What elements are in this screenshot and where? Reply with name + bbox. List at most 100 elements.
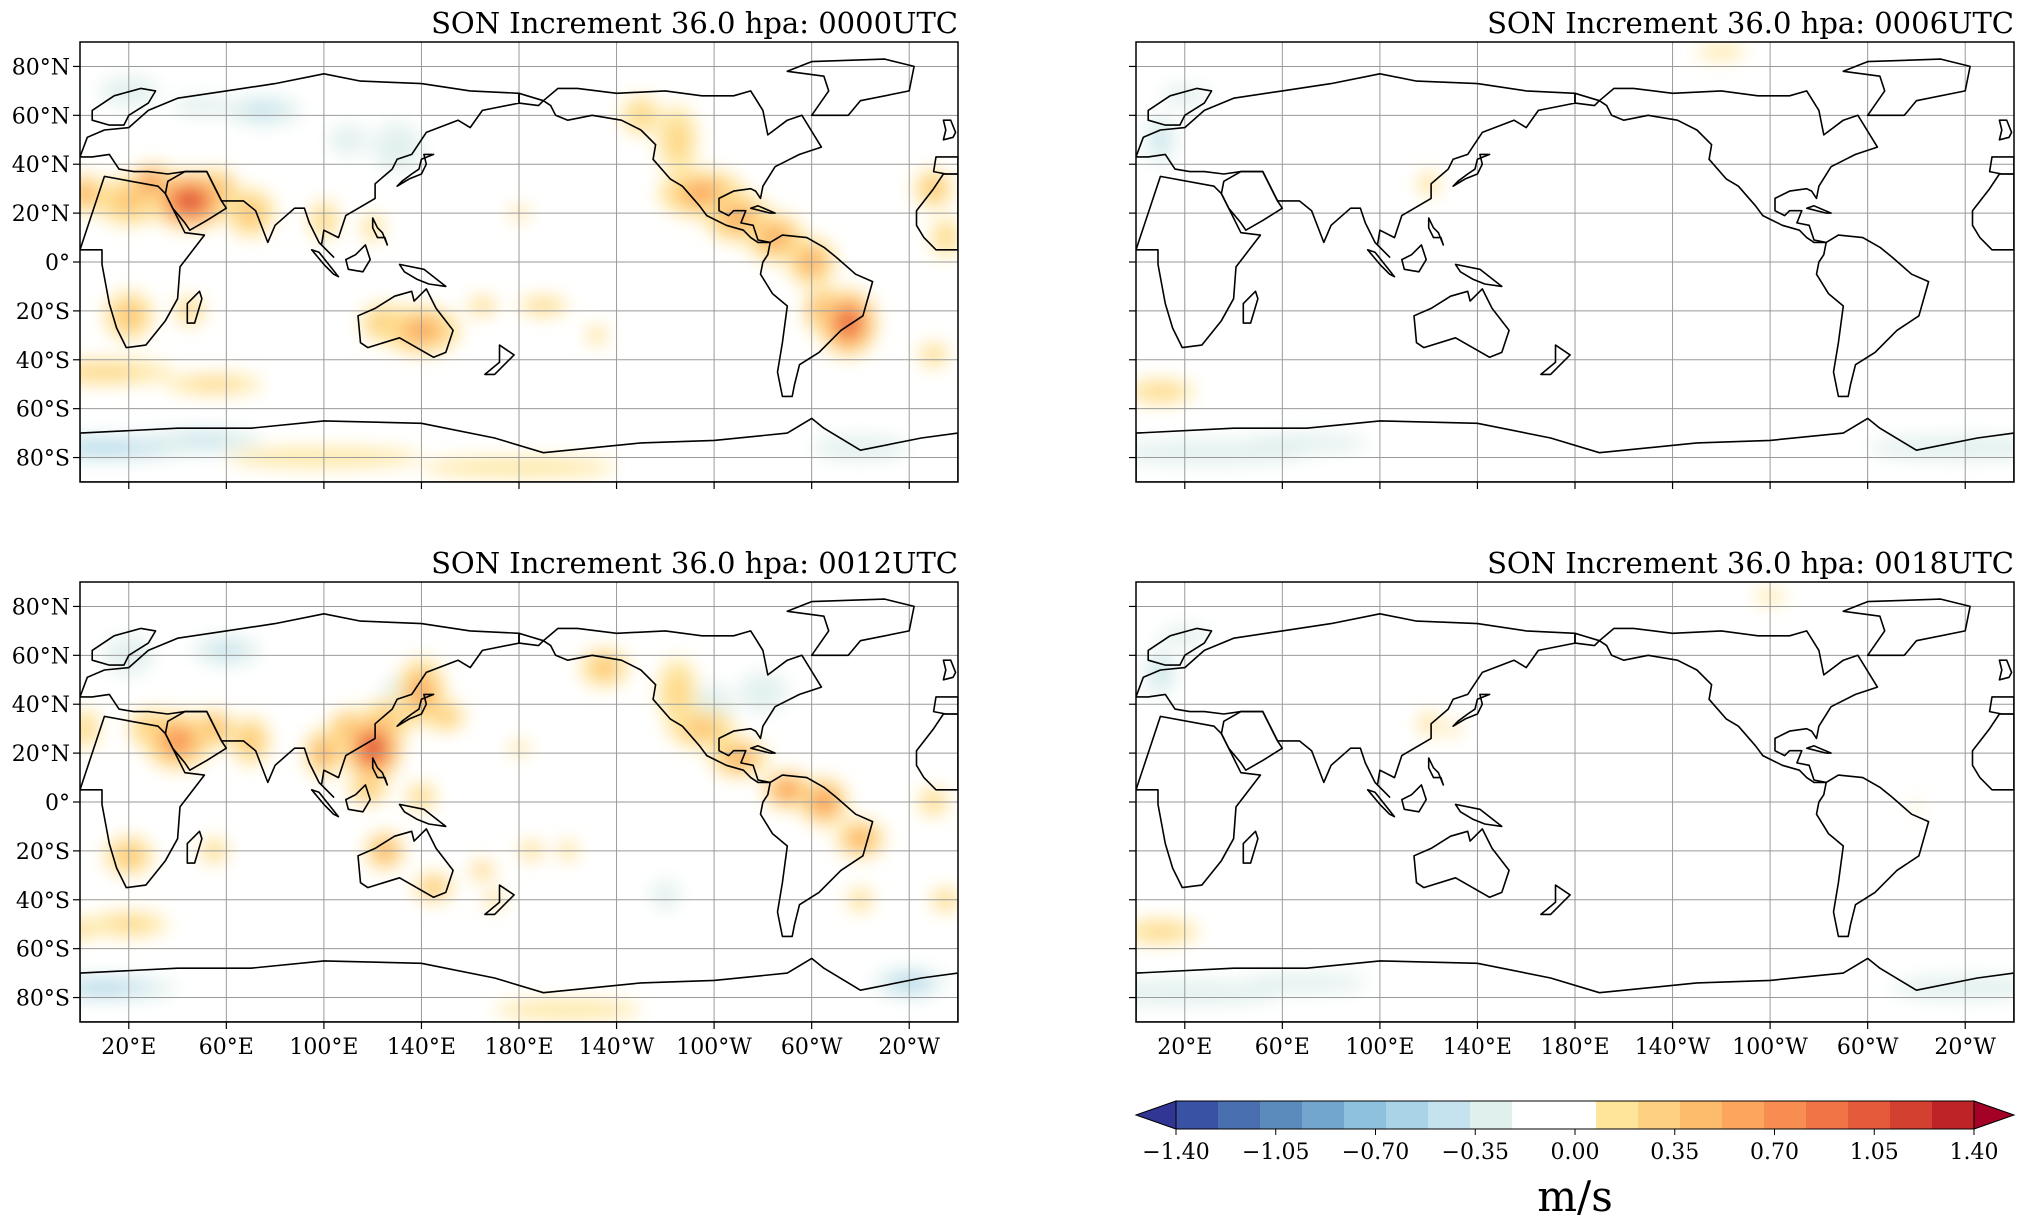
coastline [932, 696, 958, 715]
lat-tick-label: 20°N [12, 742, 70, 767]
anomaly-contour [1914, 804, 1919, 810]
lon-tick-label: 60°W [1837, 1035, 1899, 1060]
colorbar-extend-high [1973, 1100, 2016, 1130]
coastline [484, 884, 515, 916]
coastline [1427, 757, 1445, 786]
axis-ticks [1129, 65, 1966, 489]
lon-tick-label: 140°E [1443, 1035, 1512, 1060]
lat-tick-label: 80°S [16, 987, 70, 1012]
colorbar-cell [1302, 1101, 1345, 1129]
coastline [1136, 715, 1262, 889]
anomaly-contour [189, 379, 239, 390]
lat-tick-label: 40°S [16, 889, 70, 914]
lon-tick-label: 140°W [579, 1035, 655, 1060]
coastline [186, 830, 203, 864]
anomaly-contour [650, 880, 680, 910]
coastline [518, 632, 545, 647]
anomaly-contour [592, 330, 602, 341]
colorbar-cell [1554, 1101, 1597, 1129]
coastline [1815, 774, 1930, 938]
colorbar-tick-label: 1.40 [1950, 1140, 1999, 1165]
panel-title: SON Increment 36.0 hpa: 0000UTC [431, 6, 958, 40]
map-panel-0012utc: 80°N 60°N 40°N 20°N 0° 20°S 40°S 60°S 80°S 20°E 60… [12, 546, 959, 1060]
coastline [1136, 417, 2014, 482]
lat-tick-label: 0° [45, 251, 70, 276]
anomaly-contour [854, 833, 867, 844]
lat-tick-label: 0° [45, 791, 70, 816]
coastline [164, 710, 228, 771]
colorbar-tick-label: −0.70 [1342, 1140, 1409, 1165]
anomaly-contour [1140, 925, 1180, 938]
anomaly-contour [531, 301, 556, 311]
lon-tick-label: 20°W [1934, 1035, 1996, 1060]
lat-tick-label: 20°N [12, 202, 70, 227]
coastline [1805, 745, 1832, 754]
anomaly-contour [184, 197, 195, 205]
coastline [1574, 92, 1601, 107]
coastline [786, 598, 915, 657]
coastline [1136, 73, 1576, 258]
lat-tick-label: 60°N [12, 644, 70, 669]
lon-tick-label: 180°E [1540, 1035, 1609, 1060]
colorbar-cell [1764, 1101, 1807, 1129]
anomaly-contour [1696, 44, 1746, 60]
coastline [1815, 234, 1930, 398]
anomaly-contour [690, 722, 714, 736]
coastline [1988, 156, 2014, 175]
colorbar-cell [1680, 1101, 1723, 1129]
coastline [542, 627, 823, 784]
coastline [1242, 290, 1259, 324]
colorbar-tick-label: −1.05 [1242, 1140, 1309, 1165]
coastline [1242, 830, 1259, 864]
colorbar-cell [1848, 1101, 1891, 1129]
colorbar-extend-low [1134, 1100, 1177, 1130]
coastline [186, 290, 203, 324]
anomaly-contour [369, 743, 377, 753]
coastline [91, 627, 157, 666]
map-panel-0006utc: SON Increment 36.0 hpa: 0006UTC [1129, 6, 2015, 489]
coastline [1598, 627, 1879, 784]
coastlines [1136, 598, 2014, 1022]
panel-title: SON Increment 36.0 hpa: 0012UTC [431, 546, 958, 580]
coastlines [80, 58, 958, 482]
anomaly-contour [667, 674, 688, 710]
coastlines [1136, 58, 2014, 482]
coastline [345, 784, 371, 813]
coastline [749, 745, 776, 754]
anomaly-contour [767, 231, 783, 244]
coastline [80, 957, 958, 1022]
coastline [1574, 632, 1601, 647]
colorbar-tick-label: 1.05 [1850, 1140, 1899, 1165]
anomaly-contour [80, 365, 139, 379]
coastline [1147, 627, 1213, 666]
coastline [1842, 598, 1971, 657]
coastline [345, 244, 371, 273]
colorbar-cell [1596, 1101, 1639, 1129]
colorbar-cell [1260, 1101, 1303, 1129]
anomaly-contour [80, 924, 90, 934]
coastline [759, 774, 874, 938]
grid-lines [1136, 42, 2014, 482]
coastline [915, 713, 958, 791]
lon-tick-label: 140°E [387, 1035, 456, 1060]
lon-tick-label: 60°E [199, 1035, 254, 1060]
anomaly-contour [372, 122, 422, 172]
coastline [357, 828, 454, 899]
anomaly-contour [1153, 660, 1168, 685]
coastline [1401, 244, 1427, 273]
anomaly-contour [1449, 725, 1457, 733]
coastline [1540, 884, 1571, 916]
lon-tick-label: 100°W [676, 1035, 752, 1060]
coastline [1220, 710, 1284, 771]
lat-tick-label: 60°S [16, 398, 70, 423]
increment-field [80, 635, 958, 1020]
coastline [1998, 659, 2013, 681]
colorbar-cells [1134, 1100, 2016, 1130]
coastline [80, 175, 206, 349]
coastline [164, 170, 228, 231]
anomaly-contour [427, 882, 441, 893]
coastline [1454, 803, 1503, 828]
increment-field [80, 76, 958, 478]
coastline [91, 87, 157, 126]
lat-tick-label: 80°N [12, 595, 70, 620]
